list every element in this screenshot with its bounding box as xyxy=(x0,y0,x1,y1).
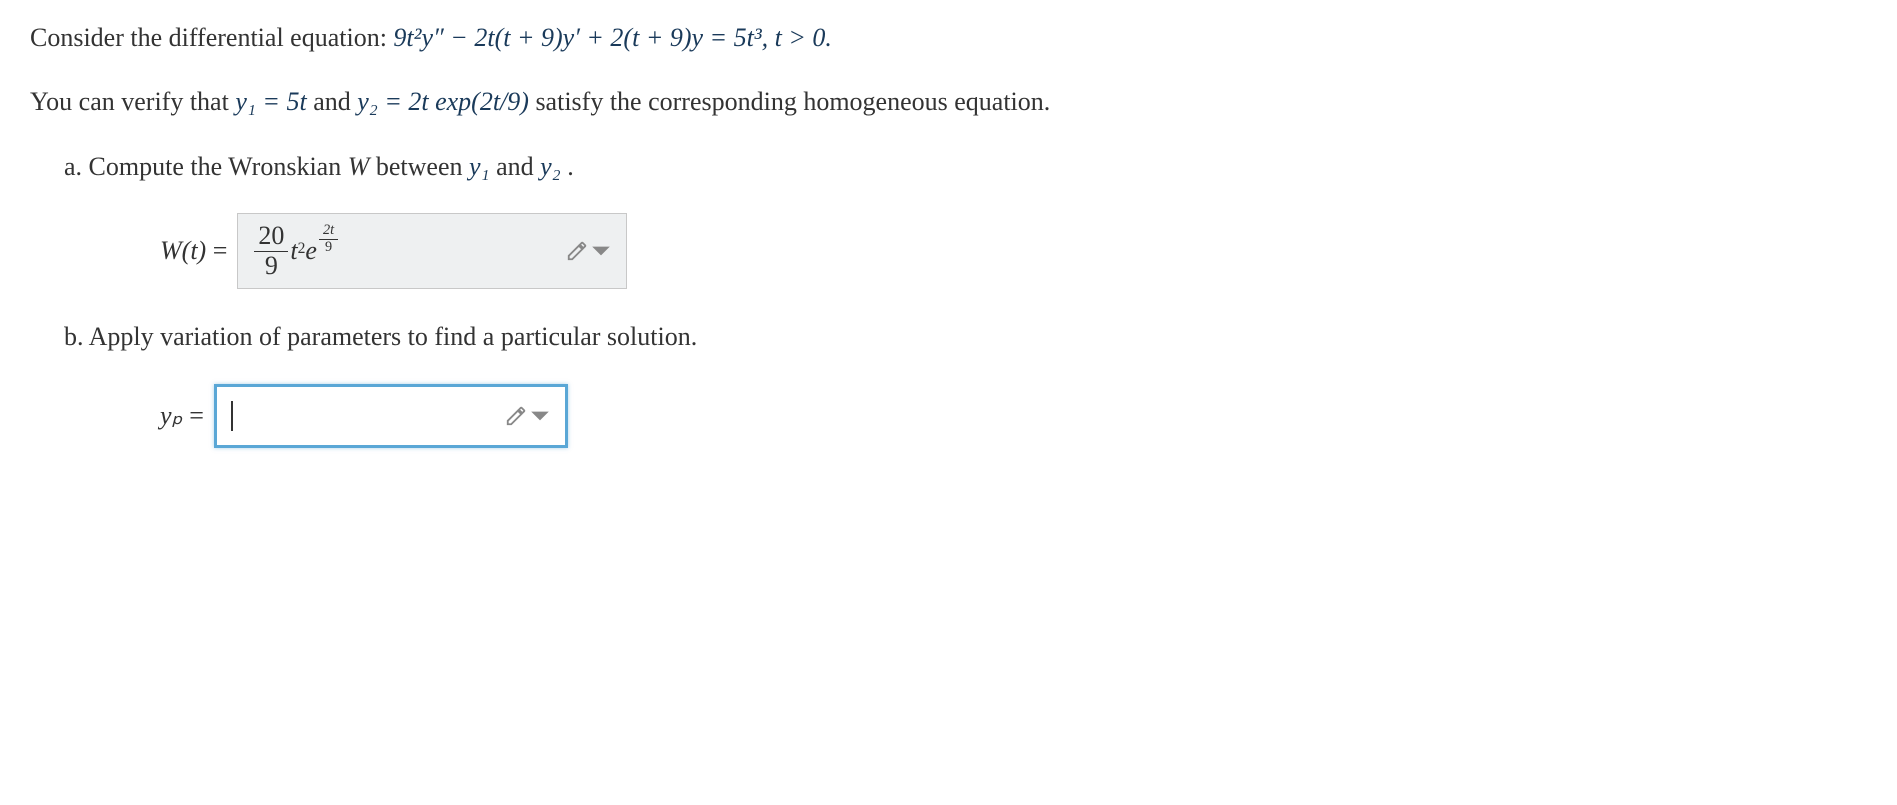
text-cursor xyxy=(231,401,233,431)
part-b-text: b. Apply variation of parameters to find… xyxy=(64,322,697,351)
e-base: e xyxy=(305,233,317,269)
wronskian-answer-box[interactable]: 20 9 t2 e 2t 9 xyxy=(237,213,627,289)
wronskian-symbol: W xyxy=(348,152,376,181)
problem-statement-line-1: Consider the differential equation: 9t²y… xyxy=(30,20,1867,56)
yp-var: yₚ xyxy=(160,401,183,430)
t-term: t xyxy=(290,233,297,269)
lhs-var: W(t) xyxy=(160,236,206,265)
lhs-equals: = xyxy=(206,236,227,265)
yp-answer-content xyxy=(231,401,491,431)
yp-lhs: yₚ = xyxy=(160,398,204,434)
yp-answer-row: yₚ = xyxy=(30,384,1867,448)
y1-ref: y₁ xyxy=(469,152,490,181)
coeff-fraction: 20 9 xyxy=(254,222,288,280)
y1-expression: y₁ = 5t xyxy=(235,87,306,116)
text-prefix: Consider the differential equation: xyxy=(30,23,393,52)
exp-den: 9 xyxy=(319,240,338,256)
y2-ref: y₂ xyxy=(540,152,561,181)
text-mid: and xyxy=(313,87,357,116)
frac-num: 20 xyxy=(254,222,288,252)
yp-equals: = xyxy=(183,401,204,430)
frac-den: 9 xyxy=(254,252,288,281)
exponent-fraction: 2t 9 xyxy=(317,219,340,255)
text-part-1: You can verify that xyxy=(30,87,235,116)
wronskian-answer-content: 20 9 t2 e 2t 9 xyxy=(252,222,552,280)
part-b-prompt: b. Apply variation of parameters to find… xyxy=(30,319,1867,355)
exp-num: 2t xyxy=(319,223,338,240)
differential-equation: 9t²y″ − 2t(t + 9)y′ + 2(t + 9)y = 5t³, t… xyxy=(393,23,831,52)
wronskian-lhs: W(t) = xyxy=(160,233,227,269)
part-a-prompt: a. Compute the Wronskian W between y₁ an… xyxy=(30,149,1867,185)
text-between: between xyxy=(376,152,469,181)
pencil-icon[interactable] xyxy=(566,240,612,262)
y2-expression: y₂ = 2t exp(2t/9) xyxy=(357,87,529,116)
t-power: 2 xyxy=(298,238,306,260)
period: . xyxy=(567,152,574,181)
part-a-label: a. Compute the Wronskian xyxy=(64,152,348,181)
text-part-2: satisfy the corresponding homogeneous eq… xyxy=(535,87,1050,116)
homogeneous-solutions-line: You can verify that y₁ = 5t and y₂ = 2t … xyxy=(30,84,1867,120)
pencil-icon[interactable] xyxy=(505,405,551,427)
yp-answer-box[interactable] xyxy=(214,384,568,448)
text-and: and xyxy=(496,152,540,181)
wronskian-answer-row: W(t) = 20 9 t2 e 2t 9 xyxy=(30,213,1867,289)
